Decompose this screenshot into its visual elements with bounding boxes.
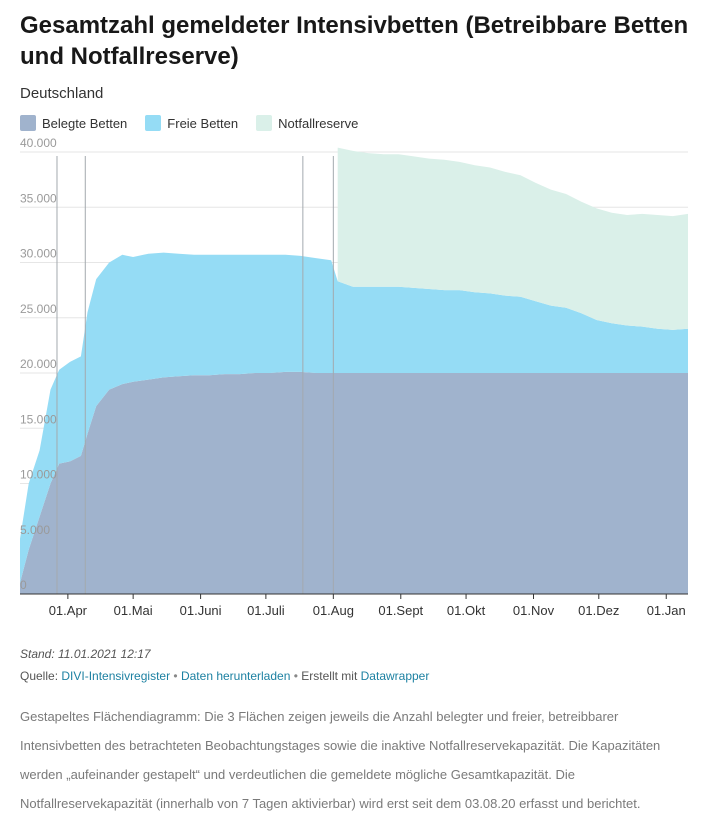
- y-tick-label: 35.000: [20, 191, 57, 205]
- x-tick-label: 01.Aug: [313, 603, 354, 618]
- x-tick-label: 01.Jan: [647, 603, 686, 618]
- x-tick-label: 01.Juni: [180, 603, 222, 618]
- x-tick-label: 01.Okt: [447, 603, 486, 618]
- x-tick-label: 01.Apr: [49, 603, 88, 618]
- stacked-area-chart: 0 5.000 10.000 15.000 20.000 25.000 30.000 35.0…: [20, 138, 688, 618]
- area-layer: [20, 147, 688, 594]
- legend-label-notfallreserve: Notfallreserve: [278, 115, 359, 131]
- chart-title: Gesamtzahl gemeldeter Intensivbetten (Be…: [20, 12, 689, 70]
- x-tick-label: 01.Juli: [247, 603, 285, 618]
- y-tick-label: 20.000: [20, 357, 57, 371]
- legend: Belegte Betten Freie Betten Notfallreser…: [20, 115, 376, 131]
- x-tick-label: 01.Dez: [578, 603, 619, 618]
- x-tick-label: 01.Mai: [114, 603, 153, 618]
- y-tick-label: 25.000: [20, 302, 57, 316]
- area-belegte-betten: [20, 371, 688, 594]
- datawrapper-link[interactable]: Datawrapper: [360, 669, 430, 683]
- legend-swatch-belegte-betten: [20, 115, 36, 131]
- legend-swatch-freie-betten: [145, 115, 162, 131]
- y-tick-label: 10.000: [20, 468, 57, 482]
- legend-item-freie-betten: Freie Betten: [145, 115, 238, 131]
- bullet-separator: •: [293, 669, 298, 683]
- y-tick-label: 15.000: [20, 412, 57, 426]
- source-link[interactable]: DIVI-Intensivregister: [61, 669, 171, 683]
- stand-timestamp: Stand: 11.01.2021 12:17: [20, 647, 151, 661]
- source-prefix: Quelle:: [20, 669, 59, 683]
- legend-item-notfallreserve: Notfallreserve: [256, 115, 358, 131]
- bullet-separator: •: [173, 669, 178, 683]
- area-freie-betten: [20, 252, 688, 583]
- legend-item-belegte-betten: Belegte Betten: [20, 115, 127, 131]
- created-with-prefix: Erstellt mit: [301, 669, 358, 683]
- legend-label-freie-betten: Freie Betten: [167, 115, 239, 131]
- legend-swatch-notfallreserve: [256, 115, 273, 131]
- area-notfallreserve: [337, 147, 688, 330]
- x-tick-label: 01.Sept: [378, 603, 423, 618]
- download-data-link[interactable]: Daten herunterladen: [180, 669, 291, 683]
- source-line: Quelle: DIVI-Intensivregister • Daten he…: [20, 669, 429, 683]
- y-tick-label: 30.000: [20, 247, 57, 261]
- y-tick-label: 0: [20, 578, 27, 592]
- chart-description: Gestapeltes Flächendiagramm: Die 3 Fläch…: [20, 709, 661, 811]
- reference-line-layer: [56, 156, 334, 594]
- y-tick-label: 40.000: [20, 138, 57, 150]
- x-axis-layer: 01.Apr 01.Mai 01.Juni 01.Juli 01.Aug 01.Sept 0…: [20, 593, 688, 618]
- chart-notes: Stand: 11.01.2021 12:17 Quelle: DIVI-Int…: [20, 647, 429, 683]
- legend-label-belegte-betten: Belegte Betten: [42, 115, 128, 131]
- chart-subtitle: Deutschland: [20, 85, 104, 102]
- y-tick-label-layer: 0 5.000 10.000 15.000 20.000 25.000 30.000 35.0…: [20, 138, 57, 592]
- x-tick-label: 01.Nov: [513, 603, 555, 618]
- y-tick-label: 5.000: [20, 523, 50, 537]
